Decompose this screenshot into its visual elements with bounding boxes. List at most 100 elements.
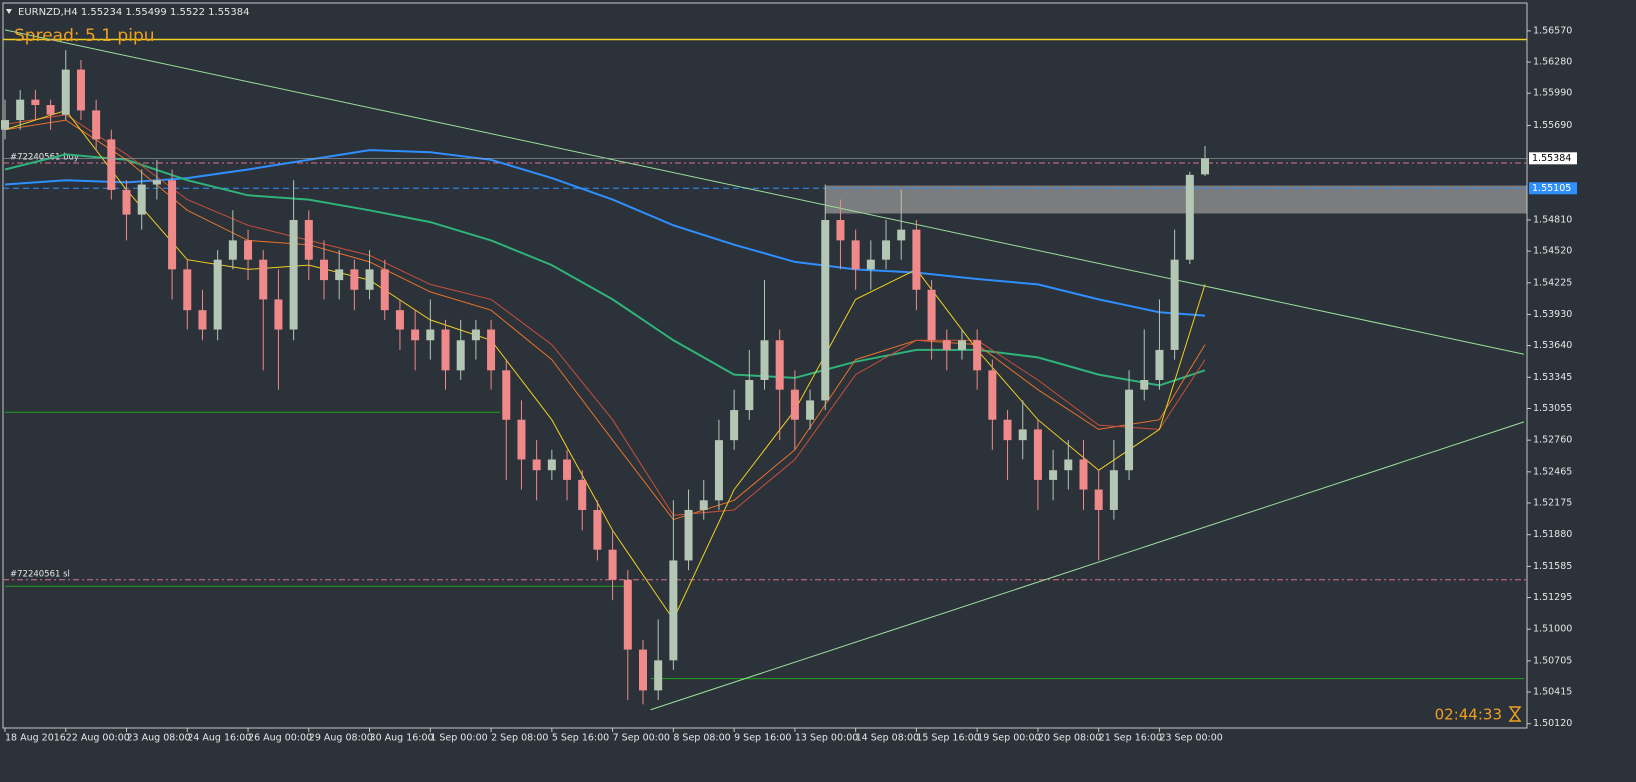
y-tick-label: 1.50120 [1533, 718, 1572, 729]
candle-body [1018, 429, 1027, 441]
candle-body [168, 180, 177, 270]
y-tick-label: 1.50705 [1533, 655, 1572, 666]
candle-body [1155, 349, 1164, 380]
candle-body [851, 240, 860, 270]
candle-body [61, 69, 70, 115]
candle-body [502, 370, 511, 420]
candle-body [137, 184, 146, 215]
candle-body [790, 389, 799, 420]
high: 1.55499 [125, 7, 166, 18]
candle-body [942, 340, 951, 350]
candle-body [122, 189, 131, 215]
candle-body [897, 229, 906, 241]
zone [825, 185, 1527, 214]
candle-body [547, 459, 556, 471]
candle-body [730, 410, 739, 441]
candle-body [441, 329, 450, 371]
candle-body [395, 310, 404, 330]
candle-body [1170, 259, 1179, 350]
candle-body [1140, 380, 1149, 390]
level-axis-box [1529, 182, 1577, 195]
candle-body [426, 329, 435, 341]
y-tick-label: 1.56570 [1533, 25, 1572, 36]
candle-body [335, 269, 344, 281]
moving-average [4, 119, 1206, 521]
x-tick-label: 15 Sep 16:00 [916, 733, 979, 744]
candle-body [669, 560, 678, 661]
candle-body [836, 219, 845, 241]
candle-body [1003, 419, 1012, 441]
candle-body [259, 259, 268, 300]
candle-body [471, 329, 480, 341]
timer: 02:44:33 [1435, 706, 1502, 724]
candle-body [912, 229, 921, 290]
candle-body [654, 660, 663, 691]
moving-average [4, 153, 1206, 387]
candle-body [244, 240, 253, 260]
y-tick-label: 1.55690 [1533, 120, 1572, 131]
menu-arrow[interactable] [6, 9, 12, 14]
x-tick-label: 13 Sep 00:00 [795, 733, 858, 744]
y-tick-label: 1.54810 [1533, 214, 1572, 225]
candle-body [350, 269, 359, 290]
x-tick-label: 30 Aug 16:00 [370, 733, 434, 744]
candle-body [213, 259, 222, 330]
y-tick-label: 1.50415 [1533, 687, 1572, 698]
y-tick-label: 1.51880 [1533, 529, 1572, 540]
bid-axis-label: 1.55384 [1532, 153, 1571, 164]
candle-body [623, 579, 632, 650]
candle-body [1109, 470, 1118, 510]
candle-body [608, 549, 617, 580]
x-tick-label: 18 Aug 2016 [5, 733, 66, 744]
candle-body [1185, 174, 1194, 260]
y-tick-label: 1.53640 [1533, 340, 1572, 351]
candle-body [563, 459, 572, 480]
candle-body [517, 419, 526, 460]
x-tick-label: 24 Aug 16:00 [187, 733, 251, 744]
candle-body [183, 269, 192, 311]
hourglass-icon [1508, 706, 1522, 722]
y-tick-label: 1.52175 [1533, 497, 1572, 508]
level-label: #72240561 sl [10, 569, 70, 579]
x-tick-label: 23 Aug 08:00 [127, 733, 191, 744]
x-tick-label: 7 Sep 00:00 [613, 733, 670, 744]
candle-body [684, 509, 693, 561]
trend-line [650, 421, 1525, 711]
x-tick-label: 8 Sep 08:00 [673, 733, 730, 744]
candle-body [16, 99, 25, 121]
candle-body [775, 340, 784, 390]
candle-body [107, 139, 116, 190]
candle-body [198, 310, 207, 330]
y-tick-label: 1.51295 [1533, 592, 1572, 603]
candle-body [745, 380, 754, 411]
symbol: EURNZD,H4 [18, 7, 78, 18]
candle-body [1201, 158, 1210, 175]
y-tick-label: 1.56280 [1533, 57, 1572, 68]
x-tick-label: 20 Sep 08:00 [1038, 733, 1101, 744]
candle-body [274, 299, 283, 330]
y-tick-label: 1.54225 [1533, 277, 1572, 288]
candle-body [957, 340, 966, 350]
y-tick-label: 1.52465 [1533, 466, 1572, 477]
x-tick-label: 29 Aug 08:00 [309, 733, 373, 744]
x-tick-label: 14 Sep 08:00 [856, 733, 919, 744]
x-tick-label: 1 Sep 00:00 [430, 733, 487, 744]
plot-layer: #72240561 buy #72240561 sl [1, 29, 1527, 711]
candle-body [456, 340, 465, 371]
header: EURNZD,H4 1.55234 1.55499 1.5522 1.55384 [18, 7, 250, 18]
candle-body [593, 509, 602, 550]
candle-body [1, 120, 9, 130]
x-tick-label: 19 Sep 00:00 [977, 733, 1040, 744]
y-tick-label: 1.53930 [1533, 309, 1572, 320]
bid-axis-box [1529, 152, 1577, 165]
y-tick-label: 1.54520 [1533, 246, 1572, 257]
candle-body [1094, 489, 1103, 510]
candle-body [821, 219, 830, 401]
candle-body [638, 649, 647, 691]
spread: Spread: 5.1 pipu [14, 26, 155, 46]
candle-body [578, 479, 587, 510]
y-tick-label: 1.52760 [1533, 435, 1572, 446]
